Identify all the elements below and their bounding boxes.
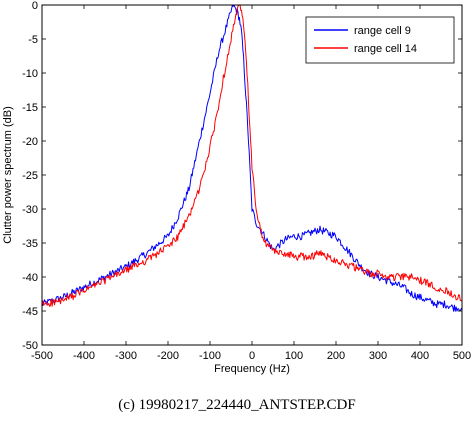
y-tick-label: 0 xyxy=(32,0,38,12)
x-tick-label: 100 xyxy=(285,350,303,362)
x-tick-label: 0 xyxy=(249,350,255,362)
y-tick-label: -30 xyxy=(22,204,38,216)
x-tick-label: 300 xyxy=(369,350,387,362)
y-tick-label: -25 xyxy=(22,170,38,182)
x-tick-label: -500 xyxy=(31,350,53,362)
x-axis-ticks: -500 -400 -300 -200 -100 0 100 200 300 400 500 xyxy=(31,5,471,362)
y-axis-label: Clutter power spectrum (dB) xyxy=(2,106,14,244)
legend: range cell 9 range cell 14 xyxy=(305,16,455,64)
x-tick-label: 200 xyxy=(327,350,345,362)
y-tick-label: -40 xyxy=(22,272,38,284)
y-tick-label: -10 xyxy=(22,68,38,80)
x-axis-label: Frequency (Hz) xyxy=(214,363,290,375)
y-tick-label: -35 xyxy=(22,238,38,250)
series-line-range-cell-9 xyxy=(41,4,463,312)
y-tick-label: -15 xyxy=(22,102,38,114)
x-tick-label: -300 xyxy=(115,350,137,362)
y-tick-label: -45 xyxy=(22,306,38,318)
legend-label-range-cell-9: range cell 9 xyxy=(354,25,411,37)
series-line-range-cell-14 xyxy=(41,4,463,307)
x-tick-label: 500 xyxy=(453,350,471,362)
y-tick-label: -20 xyxy=(22,136,38,148)
legend-label-range-cell-14: range cell 14 xyxy=(354,43,417,55)
series-layer xyxy=(41,4,463,312)
y-tick-label: -50 xyxy=(22,340,38,352)
figure-caption: (c) 19980217_224440_ANTSTEP.CDF xyxy=(118,397,356,413)
x-tick-label: -100 xyxy=(199,350,221,362)
y-axis-ticks: 0 -5 -10 -15 -20 -25 -30 -35 -40 -45 -50 xyxy=(22,0,462,352)
y-tick-label: -5 xyxy=(28,34,38,46)
clutter-spectrum-chart: -500 -400 -300 -200 -100 0 100 200 300 400 500 0-5… xyxy=(2,0,471,375)
x-tick-label: -400 xyxy=(73,350,95,362)
legend-box xyxy=(305,16,455,64)
x-tick-label: 400 xyxy=(411,350,429,362)
x-tick-label: -200 xyxy=(157,350,179,362)
